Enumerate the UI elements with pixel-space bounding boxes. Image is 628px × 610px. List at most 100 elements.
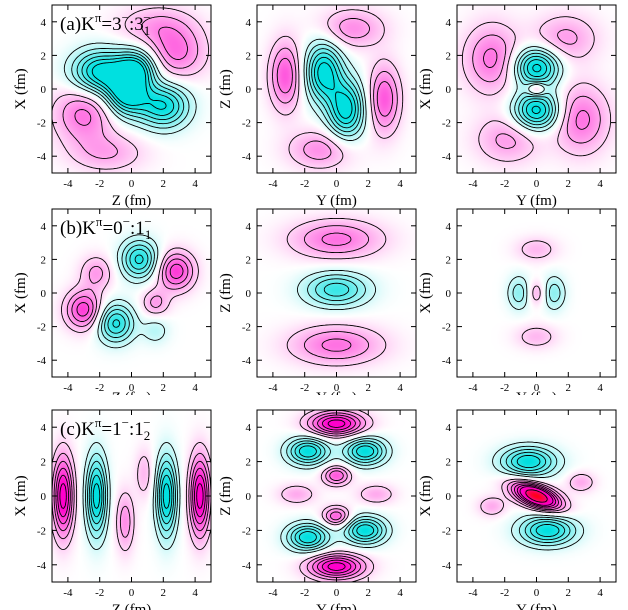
x-tick-label: 2 bbox=[366, 178, 372, 190]
contour-level bbox=[512, 283, 561, 303]
contour-level bbox=[511, 451, 566, 541]
contour-level bbox=[317, 62, 353, 119]
contour-level bbox=[101, 240, 155, 343]
contour-level bbox=[59, 483, 204, 509]
y-axis-label: Z (fm) bbox=[218, 476, 234, 516]
contour-level bbox=[307, 274, 366, 306]
x-tick-label: -2 bbox=[95, 382, 104, 394]
contour-level bbox=[303, 225, 370, 360]
row-label-2: (b)Kπ=0−:11− bbox=[60, 214, 152, 242]
contour-level bbox=[63, 42, 197, 135]
contour-level bbox=[286, 438, 387, 551]
x-axis-label: Y (fm) bbox=[516, 193, 557, 209]
y-tick-label: 4 bbox=[446, 422, 452, 434]
contour-lines bbox=[286, 217, 387, 367]
y-tick-label: -4 bbox=[37, 560, 47, 572]
contour-level bbox=[510, 481, 563, 511]
y-tick-label: 2 bbox=[41, 50, 47, 62]
y-axis-label: X (fm) bbox=[418, 68, 434, 109]
x-tick-label: 2 bbox=[566, 382, 572, 394]
contour-level bbox=[499, 445, 577, 547]
contour-level bbox=[321, 232, 352, 352]
x-tick-label: 0 bbox=[334, 382, 340, 394]
contour-level bbox=[315, 278, 358, 302]
contour-lines bbox=[266, 9, 404, 169]
contour-level bbox=[525, 59, 548, 119]
y-axis-label: X (fm) bbox=[418, 272, 434, 313]
contour-lines bbox=[507, 240, 566, 346]
y-tick-label: -4 bbox=[37, 151, 47, 163]
contour-level bbox=[53, 460, 210, 532]
panel-r3-c2: -4 -4 -2 -2 0 0 2 2 4 4 Y (fm) Z (fm) bbox=[218, 409, 417, 610]
contour-level bbox=[290, 440, 383, 549]
y-tick-label: -2 bbox=[442, 525, 451, 537]
contour-level bbox=[521, 55, 552, 123]
contour-level bbox=[76, 51, 185, 125]
y-tick-label: -2 bbox=[442, 118, 451, 130]
y-tick-label: 4 bbox=[246, 221, 252, 233]
heatmap-image bbox=[457, 5, 616, 173]
x-tick-label: -2 bbox=[500, 178, 509, 190]
contour-level bbox=[513, 483, 559, 509]
x-axis-label: Z (fm) bbox=[112, 602, 152, 610]
contour-level bbox=[71, 48, 190, 129]
contour-level bbox=[516, 454, 560, 538]
contour-level bbox=[61, 247, 199, 333]
x-tick-label: -2 bbox=[500, 382, 509, 394]
contour-level bbox=[97, 234, 166, 349]
y-tick-label: 2 bbox=[246, 254, 252, 266]
y-tick-label: 4 bbox=[446, 17, 452, 29]
contour-level bbox=[90, 474, 173, 518]
x-tick-label: 2 bbox=[366, 382, 372, 394]
contour-level bbox=[317, 414, 357, 576]
x-tick-label: 2 bbox=[566, 178, 572, 190]
contour-level bbox=[514, 49, 559, 129]
contour-level bbox=[55, 467, 208, 525]
y-tick-label: 0 bbox=[41, 84, 47, 96]
contour-level bbox=[461, 16, 612, 162]
contour-lines bbox=[51, 441, 212, 552]
contour-level bbox=[66, 253, 194, 327]
y-tick-label: 4 bbox=[246, 422, 252, 434]
y-tick-label: 4 bbox=[41, 17, 47, 29]
heatmap-image bbox=[52, 410, 211, 582]
contour-lines bbox=[480, 441, 593, 551]
y-tick-label: 0 bbox=[246, 288, 252, 300]
y-axis-label: X (fm) bbox=[13, 475, 29, 516]
contour-level bbox=[308, 48, 362, 133]
y-tick-label: -2 bbox=[242, 322, 251, 334]
contour-level bbox=[276, 57, 394, 117]
contour-level bbox=[81, 54, 180, 121]
contour-level bbox=[509, 46, 564, 132]
y-tick-label: 0 bbox=[41, 288, 47, 300]
panel-r3-c1: -4 -4 -2 -2 0 0 2 2 4 4 Z (fm) X (fm) bbox=[13, 409, 212, 610]
x-tick-label: -4 bbox=[468, 178, 478, 190]
contour-level bbox=[311, 52, 359, 129]
contour-level bbox=[281, 409, 392, 583]
x-tick-label: 0 bbox=[334, 587, 340, 599]
y-tick-label: 0 bbox=[246, 84, 252, 96]
contour-level bbox=[71, 258, 189, 322]
contour-level bbox=[298, 445, 375, 544]
x-tick-label: -2 bbox=[95, 587, 104, 599]
x-tick-label: -2 bbox=[500, 587, 509, 599]
x-tick-label: 0 bbox=[129, 382, 135, 394]
panel-r1-c1: -4 -4 -2 -2 0 0 2 2 4 4 Z (fm) X (fm) bbox=[13, 4, 212, 209]
heatmap-image bbox=[457, 209, 616, 377]
contour-level bbox=[272, 18, 398, 160]
y-tick-label: 2 bbox=[446, 50, 452, 62]
x-tick-label: 0 bbox=[334, 178, 340, 190]
x-tick-label: 4 bbox=[192, 178, 198, 190]
y-tick-label: -4 bbox=[442, 355, 452, 367]
x-tick-label: -2 bbox=[300, 587, 309, 599]
y-tick-label: -4 bbox=[242, 560, 252, 572]
y-tick-label: -2 bbox=[242, 118, 251, 130]
y-tick-label: -4 bbox=[242, 355, 252, 367]
contour-level bbox=[327, 419, 346, 571]
y-tick-label: -2 bbox=[37, 525, 46, 537]
y-tick-label: 2 bbox=[246, 50, 252, 62]
row-label-3: (c)Kπ=1−:12− bbox=[60, 415, 151, 443]
contour-level bbox=[312, 412, 362, 578]
